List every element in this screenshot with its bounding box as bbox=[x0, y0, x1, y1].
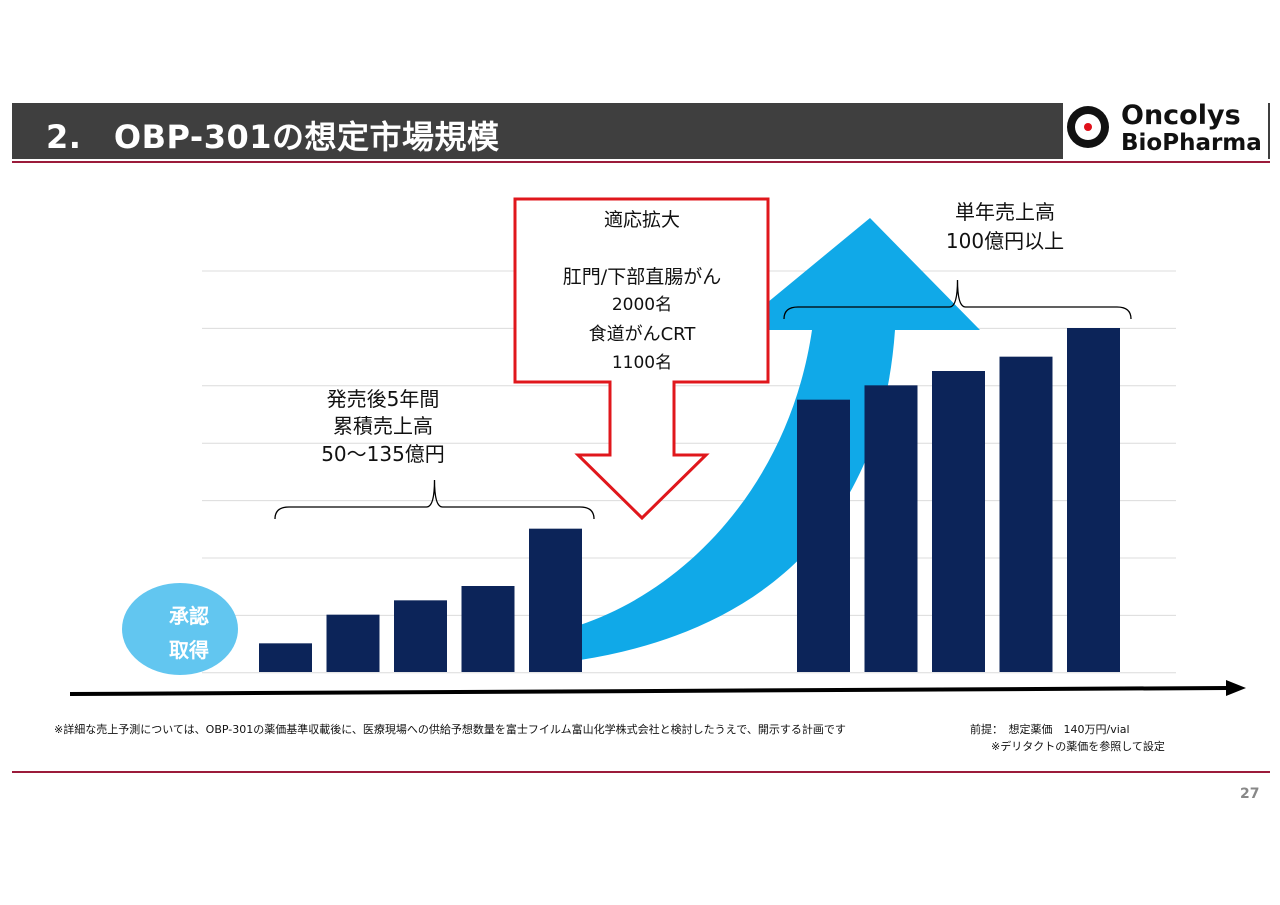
footer-rule bbox=[12, 771, 1270, 773]
group1-annotation: 発売後5年間 累積売上高 50～135億円 bbox=[321, 387, 445, 466]
timeline-arrow bbox=[69, 680, 1246, 696]
page-title: 2. OBP-301の想定市場規模 bbox=[46, 118, 500, 156]
premise-text: 前提： 想定薬価 140万円/vial bbox=[970, 723, 1130, 736]
logo-ring-icon bbox=[1067, 106, 1109, 148]
expansion-callout: 適応拡大 肛門/下部直腸がん 2000名 食道がんCRT 1100名 bbox=[513, 197, 770, 521]
expansion-line1: 適応拡大 bbox=[604, 209, 680, 231]
title-bar bbox=[12, 103, 1270, 159]
group2-bar-2 bbox=[864, 385, 918, 672]
group2-bar-4 bbox=[999, 356, 1053, 672]
group1-annotation-line3: 50～135億円 bbox=[321, 442, 445, 466]
group1-bar-1 bbox=[259, 643, 312, 672]
footnote: ※詳細な売上予測については、OBP-301の薬価基準収載後に、医療現場への供給予… bbox=[54, 723, 846, 736]
logo-text-line1: Oncolys bbox=[1121, 100, 1241, 131]
group2-annotation-line2: 100億円以上 bbox=[946, 229, 1064, 253]
group1-bar-2 bbox=[326, 614, 380, 672]
group2-annotation-line1: 単年売上高 bbox=[955, 200, 1055, 224]
group2-bar-5 bbox=[1067, 328, 1120, 672]
growth-arrow-icon bbox=[580, 218, 980, 660]
group2-brace bbox=[783, 279, 1132, 320]
premise-note: ※デリタクトの薬価を参照して設定 bbox=[991, 740, 1165, 753]
timeline-arrowhead-icon bbox=[1226, 680, 1246, 696]
group2-annotation: 単年売上高 100億円以上 bbox=[946, 200, 1064, 253]
market-size-chart: 承認 取得 発売後5年間 累積売上高 50～135億円 単年売上高 100億円以… bbox=[69, 197, 1246, 696]
chart-braces bbox=[274, 279, 1132, 520]
page-number: 27 bbox=[1240, 786, 1260, 802]
logo-text-line2: BioPharma bbox=[1121, 130, 1262, 156]
title-underline bbox=[12, 161, 1270, 163]
bar-series bbox=[259, 328, 1120, 672]
group1-bar-5 bbox=[529, 528, 582, 672]
expansion-down-arrow-icon bbox=[513, 197, 770, 521]
group1-annotation-line2: 累積売上高 bbox=[333, 414, 433, 438]
expansion-line4: 2000名 bbox=[612, 295, 672, 315]
expansion-line6: 1100名 bbox=[612, 353, 672, 373]
group1-annotation-line1: 発売後5年間 bbox=[327, 387, 440, 411]
approval-badge: 承認 取得 bbox=[122, 583, 238, 675]
group2-bar-3 bbox=[932, 371, 985, 672]
expansion-line3: 肛門/下部直腸がん bbox=[563, 266, 721, 288]
approval-label-line2: 取得 bbox=[169, 638, 209, 662]
group1-bar-3 bbox=[394, 600, 447, 672]
company-logo: Oncolys BioPharma bbox=[1063, 100, 1268, 159]
expansion-line5: 食道がんCRT bbox=[589, 324, 697, 345]
approval-label-line1: 承認 bbox=[169, 604, 209, 628]
group1-brace bbox=[274, 479, 595, 520]
group2-bar-1 bbox=[797, 399, 850, 672]
approval-circle bbox=[122, 583, 238, 675]
group1-bar-4 bbox=[461, 586, 515, 672]
